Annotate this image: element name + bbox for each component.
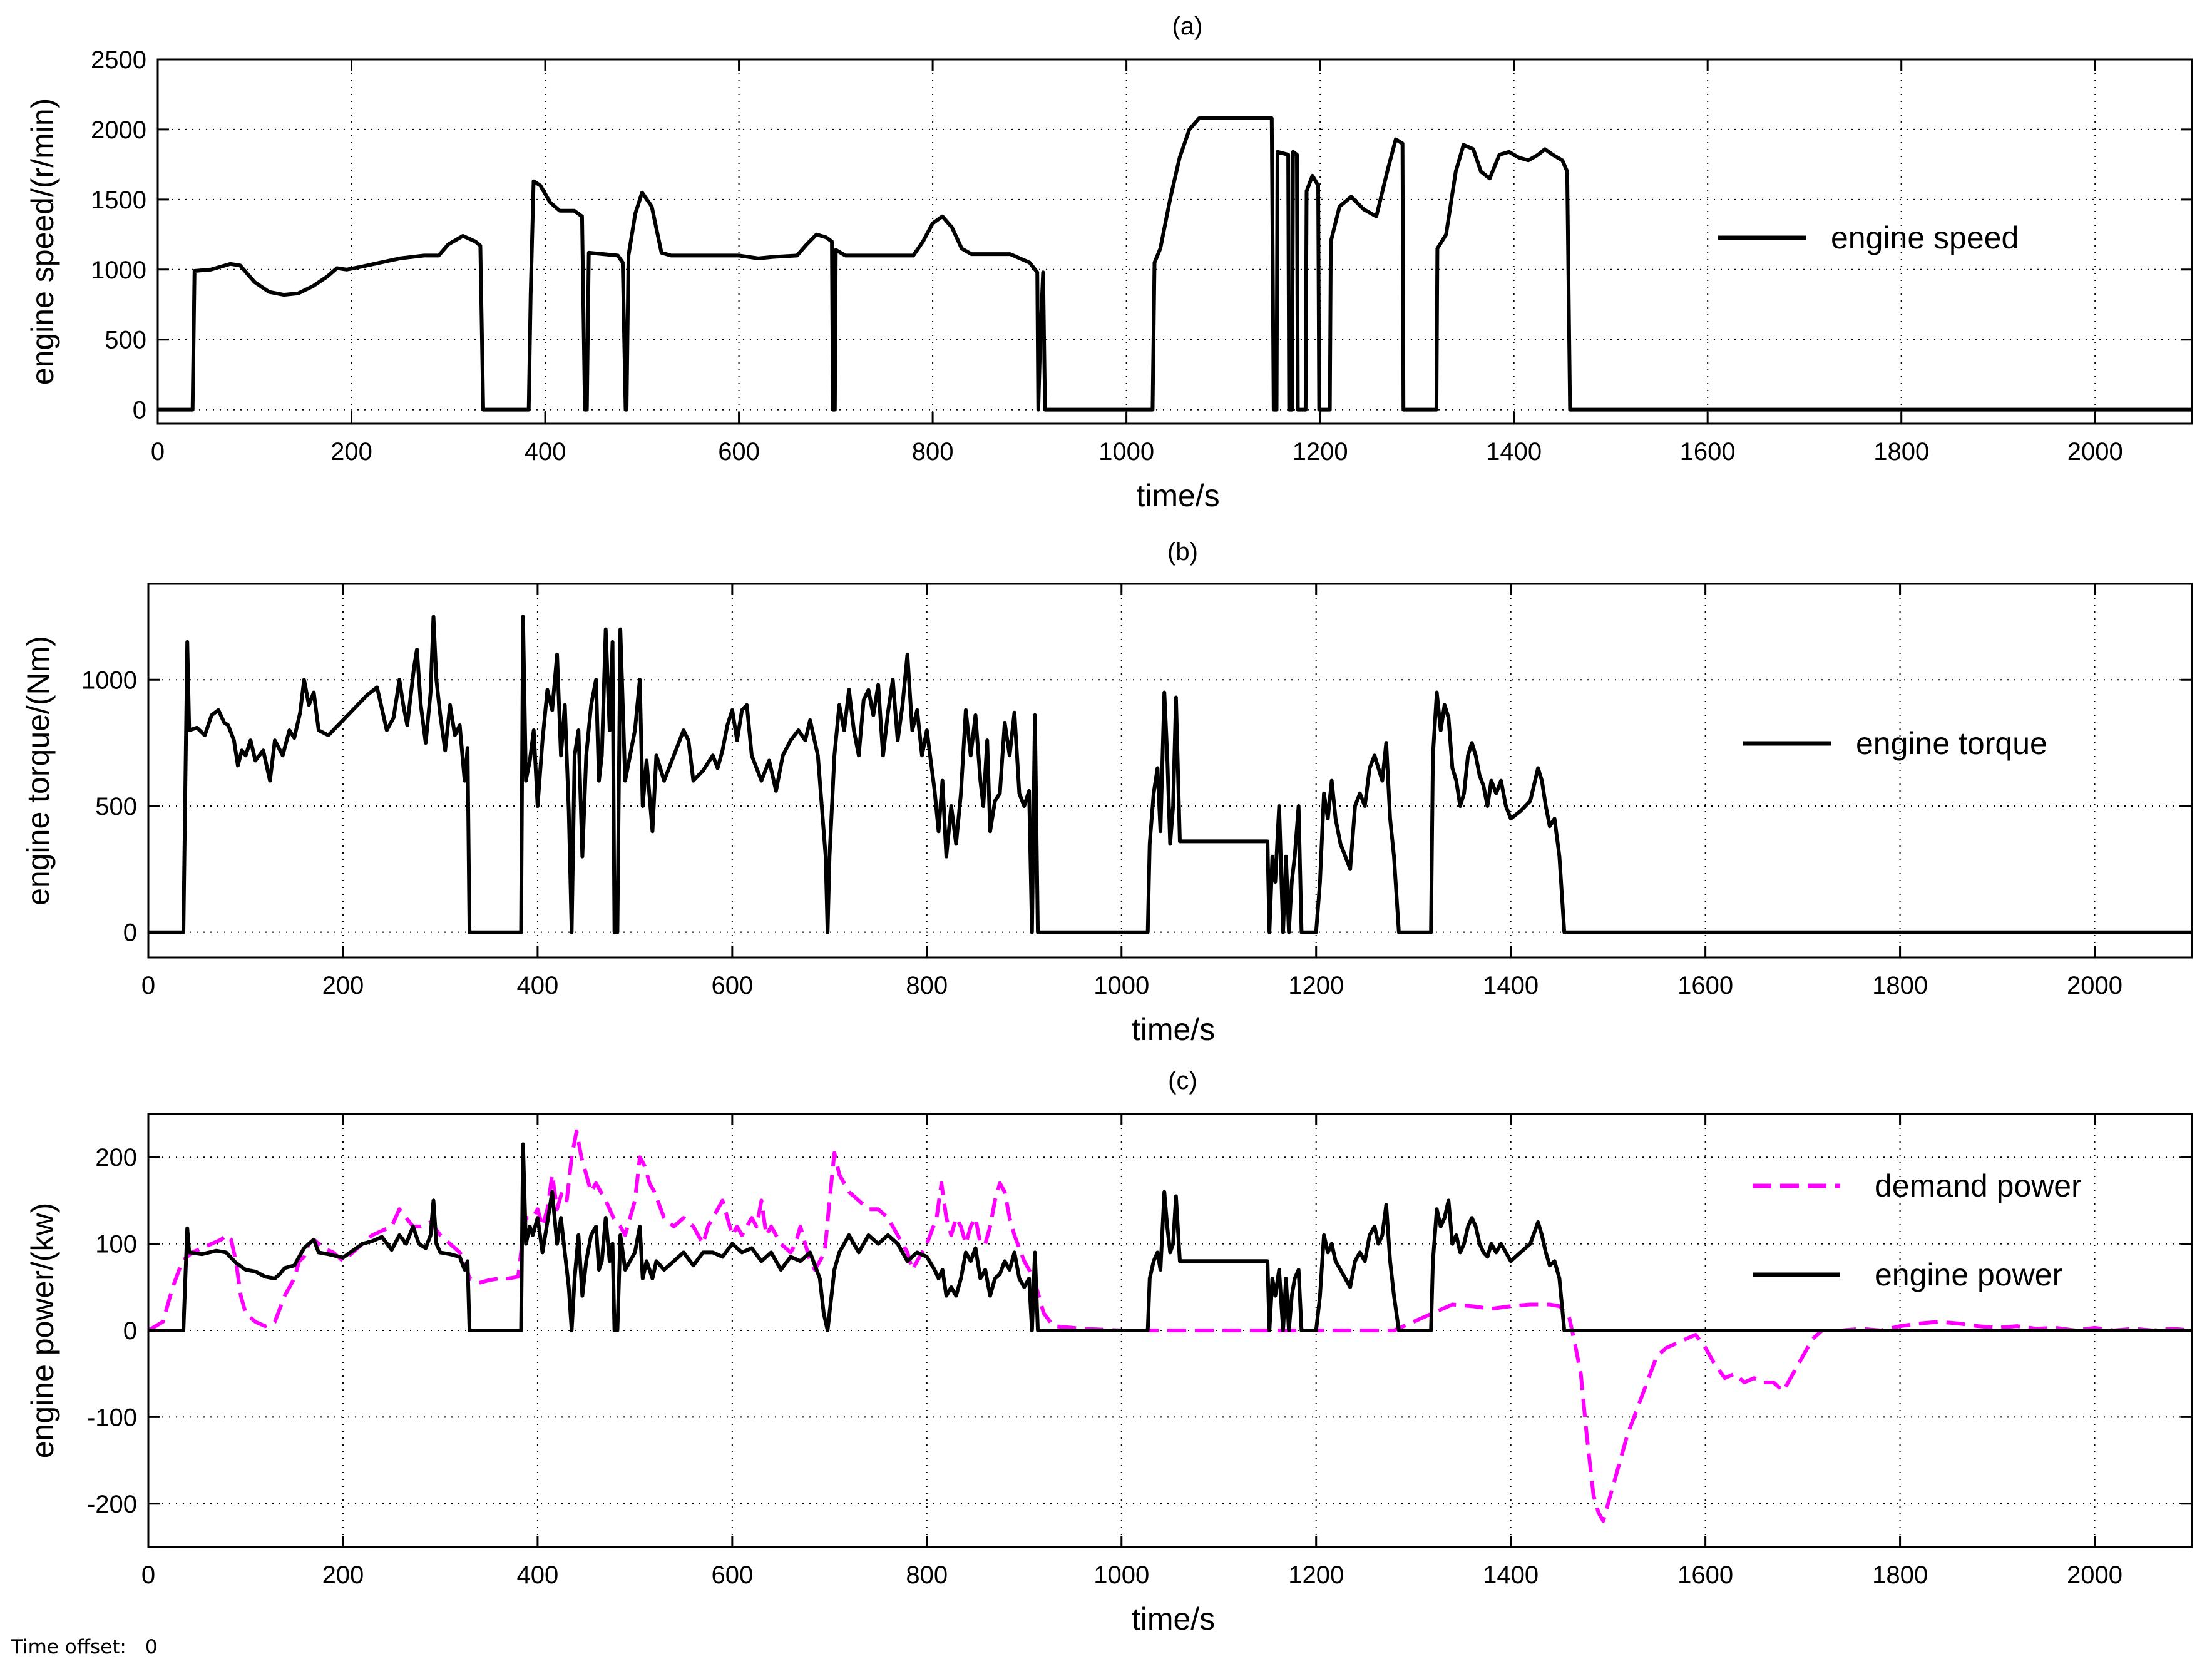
x-tick-label: 1600 [1680,438,1736,466]
y-tick-label: 1500 [91,186,146,214]
plot-area [158,59,2192,424]
x-tick-label: 0 [151,438,165,466]
legend-label: engine torque [1856,726,2047,761]
subplot-title: (a) [1172,13,1203,40]
y-tick-label: 2000 [91,116,146,144]
y-tick-label: 200 [95,1144,137,1171]
y-tick-label: 2500 [91,46,146,74]
y-tick-label: 500 [105,327,146,354]
y-tick-label: 0 [123,919,137,947]
legend-label: engine power [1875,1257,2062,1292]
x-tick-label: 1200 [1288,972,1344,999]
x-tick-label: 2000 [2067,972,2122,999]
subplot-b: 0 200 400 600 800 1000 1200 1400 1600 1800 2000 0 50… [21,538,2193,1047]
x-tick-label: 600 [711,1561,753,1589]
y-tick-label: 1000 [81,666,137,694]
x-tick-label: 1800 [1872,972,1928,999]
x-axis-label: time/s [1136,478,1219,513]
time-offset-label: Time offset: [11,1636,126,1658]
y-axis-label: engine torque/(Nm) [21,636,56,906]
y-tick-label: -100 [87,1404,137,1431]
x-tick-label: 1000 [1098,438,1154,466]
x-tick-label: 1400 [1483,972,1539,999]
x-tick-label: 0 [141,1561,155,1589]
x-tick-label: 1600 [1677,972,1733,999]
y-tick-label: -200 [87,1491,137,1518]
x-tick-label: 800 [906,1561,948,1589]
x-tick-label: 600 [718,438,760,466]
x-tick-label: 2000 [2067,1561,2122,1589]
legend-label: demand power [1875,1168,2082,1203]
x-tick-label: 1200 [1293,438,1348,466]
subplot-a: 0 200 400 600 800 1000 1200 1400 1600 1800 2000 0 50… [25,13,2193,513]
x-axis-label: time/s [1132,1012,1215,1047]
x-tick-label: 400 [517,972,559,999]
subplot-c: 0 200 400 600 800 1000 1200 1400 1600 1800 2000-20… [25,1067,2193,1636]
x-tick-label: 200 [322,972,364,999]
x-tick-label: 1800 [1872,1561,1928,1589]
x-tick-label: 800 [912,438,954,466]
x-tick-label: 1000 [1093,1561,1149,1589]
x-tick-label: 200 [322,1561,364,1589]
axes-frame [156,58,2193,425]
axes-frame [147,1113,2193,1548]
x-tick-label: 200 [330,438,372,466]
x-tick-label: 400 [525,438,566,466]
x-tick-label: 800 [906,972,948,999]
series-line-engine-torque [148,615,2192,934]
time-offset-value: 0 [145,1636,158,1658]
x-tick-label: 1400 [1483,1561,1539,1589]
x-tick-label: 0 [141,972,155,999]
x-tick-label: 1400 [1486,438,1542,466]
x-tick-label: 1000 [1093,972,1149,999]
x-tick-label: 600 [711,972,753,999]
subplot-title: (c) [1168,1067,1197,1095]
x-tick-label: 1600 [1677,1561,1733,1589]
y-tick-label: 100 [95,1231,137,1258]
x-axis-label: time/s [1132,1601,1215,1636]
y-tick-label: 0 [133,397,146,424]
x-tick-label: 1800 [1873,438,1929,466]
x-tick-label: 400 [517,1561,559,1589]
y-axis-label: engine power/(kw) [25,1203,60,1459]
y-tick-label: 1000 [91,257,146,284]
y-tick-label: 0 [123,1317,137,1345]
series-line-engine-power [148,1142,2192,1332]
y-tick-label: 500 [95,793,137,820]
x-tick-label: 1200 [1288,1561,1344,1589]
axes-frame [147,583,2193,959]
subplot-title: (b) [1167,538,1198,566]
plot-area [148,584,2192,957]
series-line-engine-speed [158,116,2192,412]
x-tick-label: 2000 [2067,438,2123,466]
y-axis-label: engine speed/(r/min) [25,98,60,385]
time-offset-readout: Time offset: 0 [11,1636,158,1658]
legend-label: engine speed [1831,220,2019,255]
